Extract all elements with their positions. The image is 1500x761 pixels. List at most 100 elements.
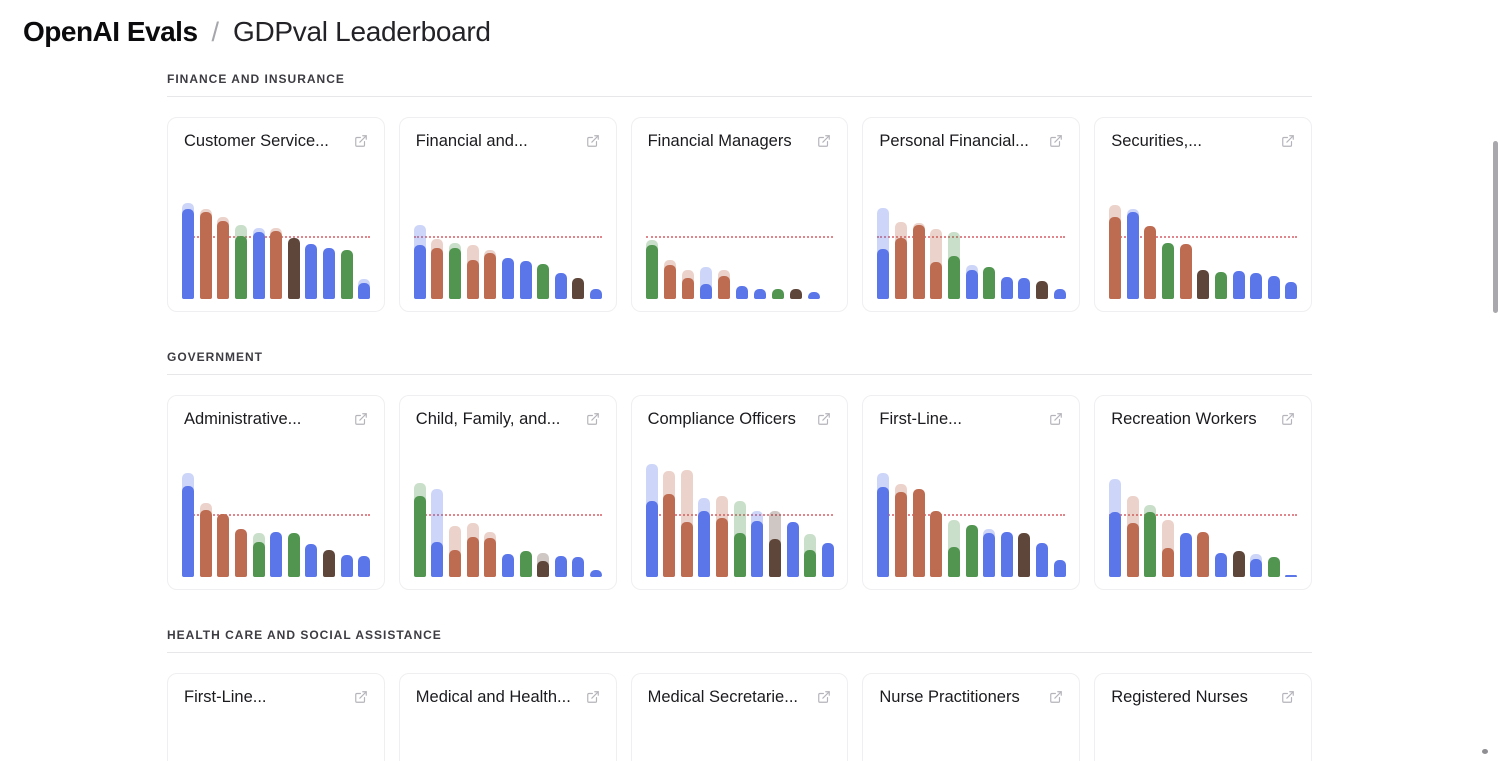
bar-value [1109,217,1122,299]
bar [537,177,550,299]
bar-value [965,269,978,299]
bar-value [484,252,497,299]
bar-value [358,556,371,577]
bar-value [1232,551,1245,577]
bar-value [182,208,194,299]
bar-value [680,522,693,577]
bar [537,455,550,577]
bar [1214,177,1227,299]
card-title: Customer Service... [184,132,329,150]
card-header: Medical Secretarie... [648,688,832,709]
bar-value [733,533,746,577]
bar-value [1053,559,1066,577]
bar [431,177,444,299]
external-link-icon[interactable] [586,412,600,431]
bar-value [1036,280,1049,299]
external-link-icon[interactable] [1049,134,1063,153]
card-header: Recreation Workers [1111,410,1295,431]
bar [753,177,766,299]
occupation-card: Medical Secretarie... [630,673,849,761]
bar-value [358,283,371,299]
bar-value [572,557,585,577]
card-grid: Administrative... Child, Family, and... Co… [167,395,1312,590]
bar-value [789,289,802,299]
bar [877,177,890,299]
bar-group [182,177,371,299]
occupation-card: Administrative... [167,395,385,590]
bar [930,177,943,299]
occupation-card: Recreation Workers [1094,395,1312,590]
bar-chart [646,733,834,761]
bar [1109,455,1122,577]
bar [466,177,479,299]
bar-value [698,511,711,577]
external-link-icon[interactable] [1049,690,1063,709]
bar [717,177,730,299]
vertical-scrollbar-thumb[interactable] [1493,141,1498,313]
bar-value [1285,574,1298,577]
card-header: Financial Managers [648,132,832,153]
bar-value [252,231,265,299]
external-link-icon[interactable] [1281,412,1295,431]
bar [252,455,265,577]
bar-group [1109,177,1298,299]
bar [554,455,567,577]
section-label: GOVERNMENT [167,350,264,364]
external-link-icon[interactable] [586,690,600,709]
external-link-icon[interactable] [1281,134,1295,153]
bar [519,177,532,299]
bar [234,177,247,299]
bar-value [287,533,300,577]
bar [182,177,194,299]
card-header: Compliance Officers [648,410,832,431]
external-link-icon[interactable] [354,412,368,431]
bar-group [1109,733,1297,761]
external-link-icon[interactable] [817,412,831,431]
bar [1197,455,1210,577]
card-title: Nurse Practitioners [879,688,1020,706]
external-link-icon[interactable] [1281,690,1295,709]
card-title: Securities,... [1111,132,1202,150]
bar [305,455,318,577]
bar [519,455,532,577]
bar [912,455,925,577]
card-grid: Customer Service... Financial and... Finan… [167,117,1312,312]
section-label: HEALTH CARE AND SOCIAL ASSISTANCE [167,628,442,642]
bar [323,177,335,299]
external-link-icon[interactable] [354,134,368,153]
bar-value [537,561,550,577]
card-header: Nurse Practitioners [879,688,1063,709]
bar [912,177,925,299]
section-divider [167,96,1312,97]
bar [572,455,585,577]
bar-value [1144,225,1157,299]
external-link-icon[interactable] [817,690,831,709]
external-link-icon[interactable] [817,134,831,153]
external-link-icon[interactable] [586,134,600,153]
bar-value [1232,270,1245,299]
bar-chart [1109,733,1297,761]
bar-value [431,247,444,299]
card-title: Medical and Health... [415,688,571,706]
bar-value [1036,542,1049,577]
bar-value [699,284,712,299]
occupation-card: Child, Family, and... [398,395,617,590]
industry-section: HEALTH CARE AND SOCIAL ASSISTANCE First-L… [167,628,1312,761]
card-header: Registered Nurses [1111,688,1295,709]
bar-value [340,250,353,299]
occupation-card: Securities,... [1094,117,1312,312]
bar [1144,455,1157,577]
bar-value [431,541,444,577]
bar [252,177,265,299]
bar-group [413,455,603,577]
bar [930,455,943,577]
bar-chart [877,733,1065,761]
card-title: Financial and... [415,132,528,150]
external-link-icon[interactable] [1049,412,1063,431]
external-link-icon[interactable] [354,690,368,709]
bar [1000,177,1013,299]
bar-value [1179,244,1192,299]
bar [270,177,283,299]
bar-value [821,542,834,577]
card-header: Financial and... [416,132,600,153]
